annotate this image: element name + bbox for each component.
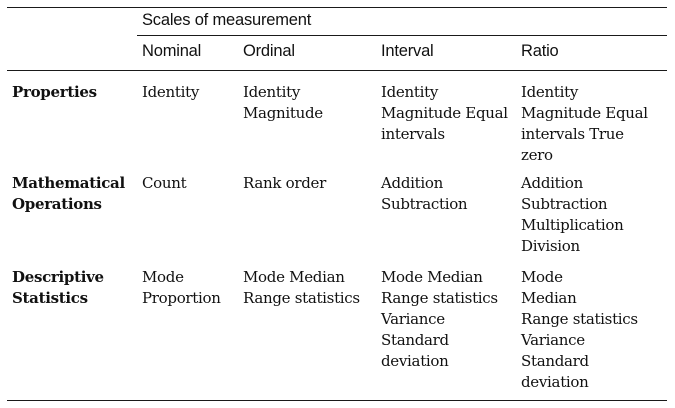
- cell-statistics-ordinal: Mode Median Range statistics: [243, 268, 360, 307]
- cell-statistics-nominal: Mode Proportion: [142, 268, 221, 307]
- top-rule: [7, 7, 667, 8]
- column-header-ratio: Ratio: [521, 42, 559, 60]
- cell-properties-nominal: Identity: [142, 83, 199, 101]
- row-label-properties: Properties: [12, 83, 97, 101]
- column-header-interval: Interval: [381, 42, 434, 60]
- cell-operations-ordinal: Rank order: [243, 174, 326, 192]
- group-header: Scales of measurement: [142, 11, 312, 29]
- cell-properties-ratio: Identity Magnitude Equal intervals True …: [521, 83, 648, 164]
- group-header-rule: [137, 35, 667, 36]
- column-header-ordinal: Ordinal: [243, 42, 295, 60]
- cell-operations-nominal: Count: [142, 174, 187, 192]
- row-label-mathematical-operations: Mathematical Operations: [12, 174, 125, 213]
- cell-operations-ratio: Addition Subtraction Multiplication Divi…: [521, 174, 624, 255]
- cell-properties-ordinal: Identity Magnitude: [243, 83, 323, 122]
- cell-properties-interval: Identity Magnitude Equal intervals: [381, 83, 508, 143]
- cell-statistics-interval: Mode Median Range statistics Variance St…: [381, 268, 498, 370]
- cell-statistics-ratio: Mode Median Range statistics Variance St…: [521, 268, 638, 391]
- row-label-descriptive-statistics: Descriptive Statistics: [12, 268, 104, 307]
- bottom-rule: [7, 400, 667, 401]
- column-header-rule: [7, 70, 667, 71]
- cell-operations-interval: Addition Subtraction: [381, 174, 468, 213]
- column-header-nominal: Nominal: [142, 42, 202, 60]
